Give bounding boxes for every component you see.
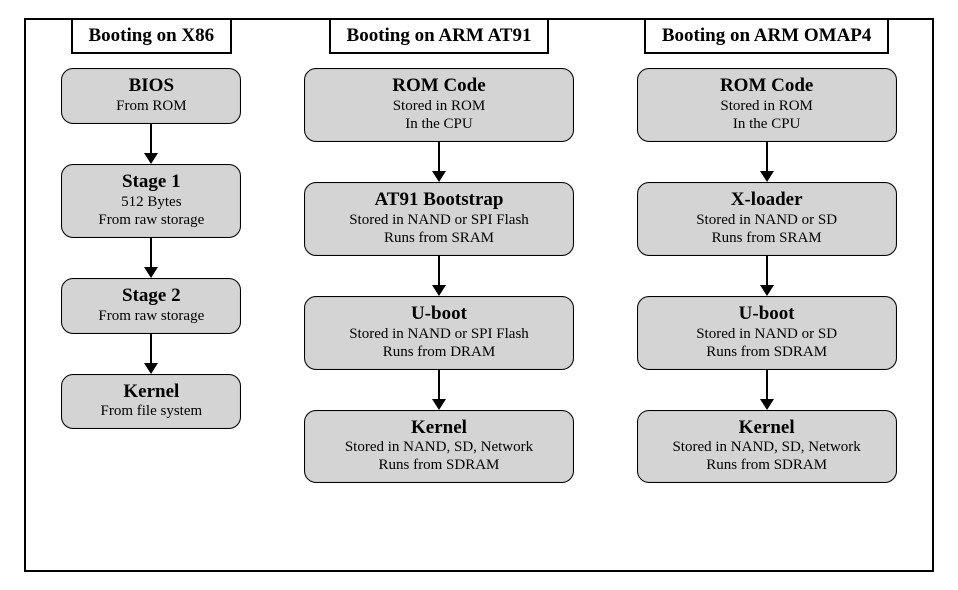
stage-line: From file system xyxy=(70,402,232,420)
stage-title: Kernel xyxy=(313,417,565,439)
down-arrow-icon xyxy=(144,238,158,278)
stage-title: Kernel xyxy=(646,417,888,439)
column-header: Booting on ARM AT91 xyxy=(329,18,550,54)
stage-line: From ROM xyxy=(70,97,232,115)
stage-box: Stage 2 From raw storage xyxy=(61,278,241,334)
column-header: Booting on X86 xyxy=(71,18,233,54)
down-arrow-icon xyxy=(432,142,446,182)
stage-line: Stored in NAND or SPI Flash xyxy=(313,211,565,229)
stage-line: 512 Bytes xyxy=(70,193,232,211)
stage-line: Runs from SDRAM xyxy=(646,343,888,361)
stage-box: U-boot Stored in NAND or SD Runs from SD… xyxy=(637,296,897,370)
stage-box: Kernel Stored in NAND, SD, Network Runs … xyxy=(304,410,574,484)
stage-title: AT91 Bootstrap xyxy=(313,189,565,211)
stage-line: Runs from SDRAM xyxy=(313,456,565,474)
stage-line: Stored in NAND, SD, Network xyxy=(646,438,888,456)
stage-box: Kernel Stored in NAND, SD, Network Runs … xyxy=(637,410,897,484)
stage-line: In the CPU xyxy=(646,115,888,133)
stage-box: ROM Code Stored in ROM In the CPU xyxy=(304,68,574,142)
down-arrow-icon xyxy=(144,334,158,374)
stage-line: In the CPU xyxy=(313,115,565,133)
stage-box: X-loader Stored in NAND or SD Runs from … xyxy=(637,182,897,256)
stage-title: ROM Code xyxy=(646,75,888,97)
stage-line: From raw storage xyxy=(70,211,232,229)
stage-line: Stored in NAND, SD, Network xyxy=(313,438,565,456)
stage-box: ROM Code Stored in ROM In the CPU xyxy=(637,68,897,142)
stage-line: Stored in ROM xyxy=(646,97,888,115)
stage-box: Kernel From file system xyxy=(61,374,241,430)
stage-box: Stage 1 512 Bytes From raw storage xyxy=(61,164,241,238)
stage-title: X-loader xyxy=(646,189,888,211)
stage-line: Runs from SDRAM xyxy=(646,456,888,474)
stage-box: BIOS From ROM xyxy=(61,68,241,124)
stage-title: Stage 1 xyxy=(70,171,232,193)
stage-line: Stored in NAND or SD xyxy=(646,325,888,343)
stage-line: Runs from SRAM xyxy=(313,229,565,247)
down-arrow-icon xyxy=(760,370,774,410)
column-header: Booting on ARM OMAP4 xyxy=(644,18,890,54)
stage-line: Runs from SRAM xyxy=(646,229,888,247)
down-arrow-icon xyxy=(144,124,158,164)
stage-title: Stage 2 xyxy=(70,285,232,307)
diagram-border: Booting on X86 BIOS From ROM Stage 1 512… xyxy=(24,18,934,572)
down-arrow-icon xyxy=(432,256,446,296)
stage-line: From raw storage xyxy=(70,307,232,325)
stage-line: Stored in NAND or SPI Flash xyxy=(313,325,565,343)
down-arrow-icon xyxy=(432,370,446,410)
stage-title: Kernel xyxy=(70,381,232,403)
column-arm-omap4: Booting on ARM OMAP4 ROM Code Stored in … xyxy=(617,20,917,560)
column-arm-at91: Booting on ARM AT91 ROM Code Stored in R… xyxy=(284,20,594,560)
stage-title: ROM Code xyxy=(313,75,565,97)
stage-box: AT91 Bootstrap Stored in NAND or SPI Fla… xyxy=(304,182,574,256)
stage-title: U-boot xyxy=(313,303,565,325)
stage-line: Runs from DRAM xyxy=(313,343,565,361)
column-x86: Booting on X86 BIOS From ROM Stage 1 512… xyxy=(41,20,261,560)
stage-box: U-boot Stored in NAND or SPI Flash Runs … xyxy=(304,296,574,370)
stage-line: Stored in NAND or SD xyxy=(646,211,888,229)
stage-title: U-boot xyxy=(646,303,888,325)
down-arrow-icon xyxy=(760,256,774,296)
diagram-frame: Booting on X86 BIOS From ROM Stage 1 512… xyxy=(0,0,958,590)
down-arrow-icon xyxy=(760,142,774,182)
stage-line: Stored in ROM xyxy=(313,97,565,115)
stage-title: BIOS xyxy=(70,75,232,97)
